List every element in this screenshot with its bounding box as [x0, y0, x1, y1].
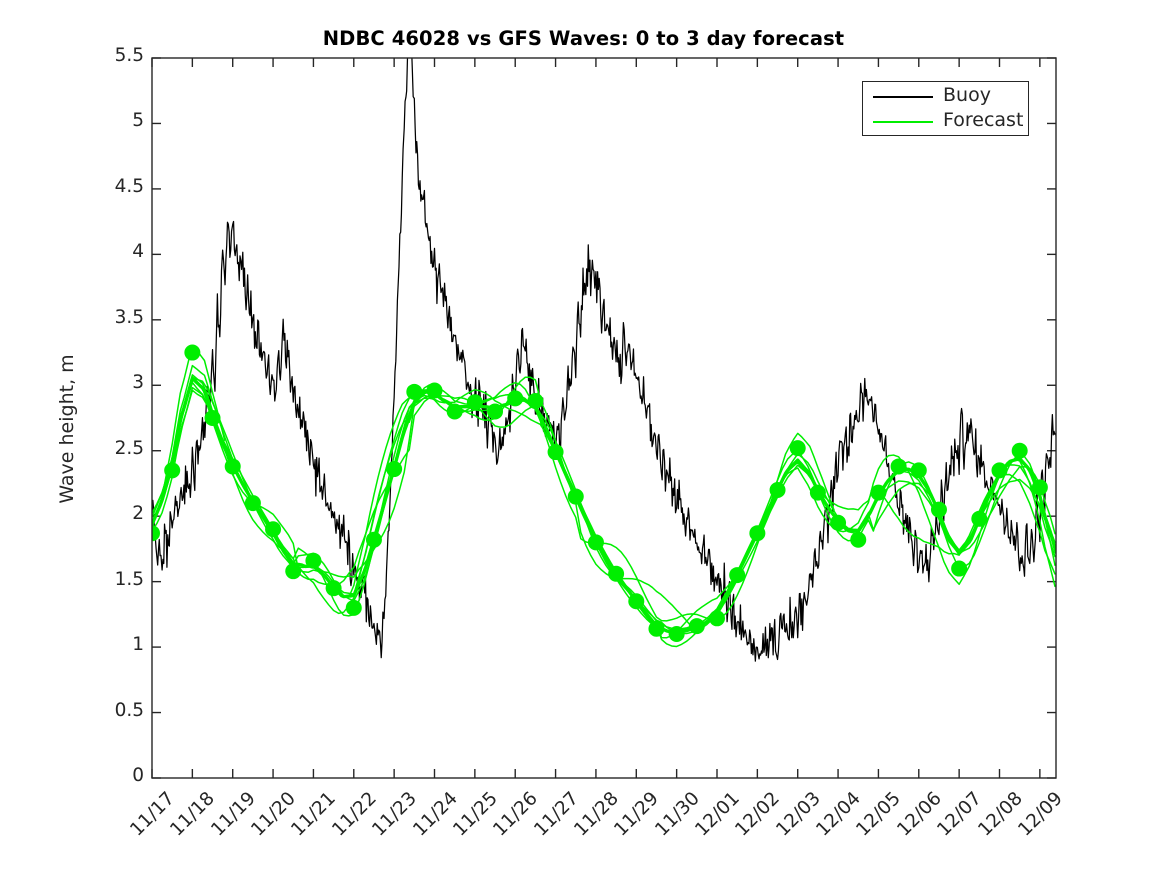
forecast-marker — [487, 403, 504, 420]
forecast-marker — [567, 488, 584, 505]
forecast-marker — [930, 501, 947, 518]
forecast-marker — [830, 514, 847, 531]
forecast-marker — [224, 458, 241, 475]
forecast-marker — [608, 565, 625, 582]
forecast-marker — [991, 462, 1008, 479]
forecast-marker — [345, 599, 362, 616]
forecast-marker — [709, 610, 725, 627]
plot-frame — [151, 57, 1057, 779]
forecast-marker — [446, 403, 463, 420]
forecast-marker — [365, 531, 382, 548]
forecast-marker — [850, 531, 867, 548]
y-tick-label: 0.5 — [114, 699, 144, 721]
forecast-marker — [547, 444, 564, 461]
y-tick-label: 2.5 — [114, 437, 144, 459]
forecast-marker — [729, 567, 746, 584]
forecast-marker — [910, 462, 927, 479]
forecast-marker — [890, 458, 907, 475]
legend: Buoy Forecast — [862, 81, 1029, 136]
legend-swatch-buoy — [873, 96, 933, 98]
y-tick-label: 4.5 — [114, 175, 144, 197]
forecast-marker — [951, 560, 968, 577]
plot-background — [152, 58, 1056, 778]
y-tick-label: 2 — [132, 503, 144, 525]
forecast-marker — [265, 521, 282, 538]
legend-swatch-forecast — [873, 121, 933, 123]
y-tick-label: 4 — [132, 241, 144, 263]
forecast-marker — [285, 563, 302, 580]
y-tick-label: 1.5 — [114, 568, 144, 590]
forecast-marker — [426, 382, 443, 399]
forecast-marker — [809, 484, 826, 501]
forecast-marker — [204, 410, 221, 426]
forecast-marker — [325, 580, 342, 597]
forecast-marker — [244, 495, 261, 512]
forecast-marker — [184, 344, 201, 361]
legend-item-forecast: Forecast — [863, 109, 1030, 136]
y-tick-label: 5.5 — [114, 45, 144, 66]
y-tick-label: 3 — [132, 372, 144, 394]
forecast-marker — [507, 390, 524, 407]
y-tick-label: 0 — [132, 765, 144, 786]
y-tick-label: 3.5 — [114, 306, 144, 328]
forecast-marker — [466, 394, 483, 411]
forecast-marker — [769, 482, 786, 498]
forecast-marker — [971, 510, 988, 527]
legend-item-buoy: Buoy — [863, 84, 1030, 111]
page-title: NDBC 46028 vs GFS Waves: 0 to 3 day fore… — [322, 27, 845, 50]
forecast-marker — [152, 525, 160, 542]
forecast-marker — [164, 462, 181, 479]
forecast-marker — [688, 618, 705, 635]
legend-label-buoy: Buoy — [943, 84, 991, 106]
forecast-marker — [587, 534, 604, 551]
forecast-marker — [648, 620, 665, 637]
forecast-marker — [628, 593, 645, 610]
forecast-marker — [668, 626, 685, 642]
forecast-marker — [749, 525, 766, 542]
forecast-marker — [305, 552, 322, 569]
forecast-marker — [386, 461, 403, 478]
forecast-marker — [870, 484, 887, 501]
legend-label-forecast: Forecast — [943, 109, 1024, 131]
forecast-marker — [789, 440, 806, 457]
y-tick-label: 1 — [132, 634, 144, 656]
forecast-marker — [1031, 479, 1048, 496]
markers-group — [152, 344, 1048, 642]
forecast-marker — [406, 383, 423, 400]
forecast-marker — [1011, 442, 1028, 459]
forecast-marker — [527, 392, 544, 409]
y-tick-label: 5 — [132, 110, 144, 132]
